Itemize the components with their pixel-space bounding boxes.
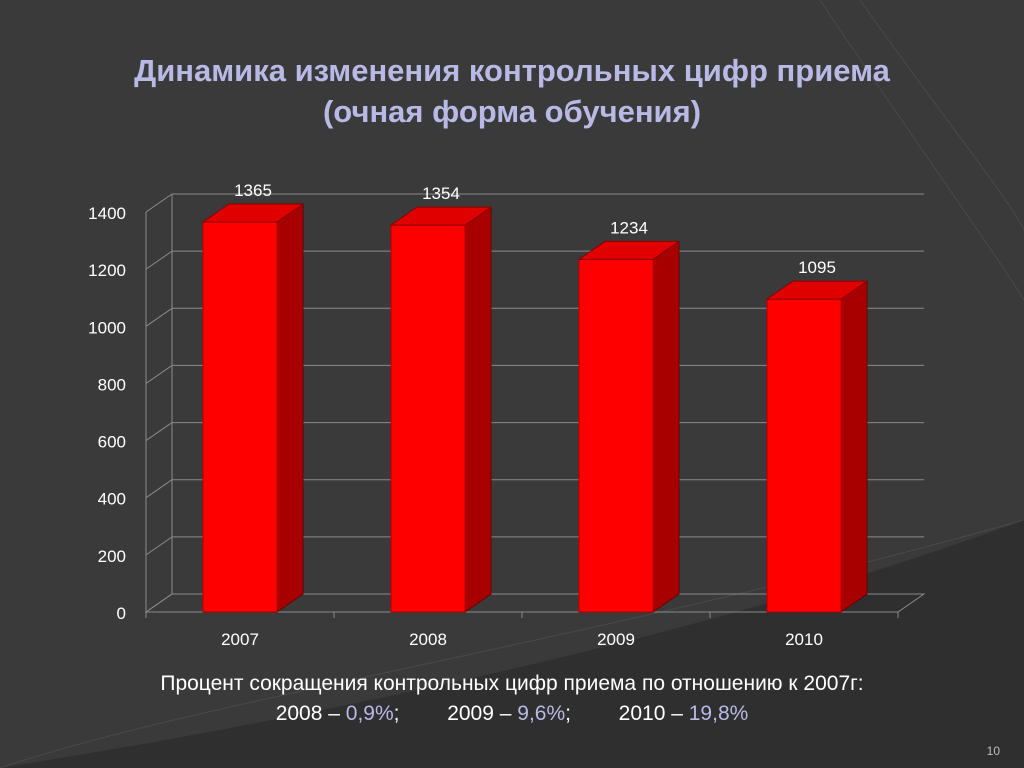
gridline-depth [145,422,173,441]
bar [390,224,466,613]
y-tick-label: 600 [98,433,126,452]
footer-percent-value: 9,6% [517,702,566,725]
bar-side [464,206,492,613]
footer-year-label: 2009 – [447,702,512,725]
gridline-depth [145,250,173,270]
x-tick-label: 2009 [597,630,635,649]
footer-percentages: 2008 – 0,9%; 2009 – 9,6%; 2010 – 19,8% [0,702,1024,726]
slide-subtitle: (очная форма обучения) [322,94,702,129]
y-tick-label: 800 [98,375,126,394]
footer-separator: ; [565,702,571,725]
y-tick-label: 0 [117,604,126,623]
footer-percent-value: 19,8% [688,702,749,725]
gridline-depth [145,365,173,384]
gridline-depth [145,307,173,327]
x-tick-label: 2010 [785,630,823,649]
bar-top [389,206,493,226]
footer-percent-value: 0,9% [345,702,394,725]
footer-item-2010: 2010 – 19,8% [619,702,749,725]
x-tick-label: 2008 [409,630,447,649]
bar-top [577,240,681,260]
data-label: 1365 [234,181,272,200]
footer-item-2009: 2009 – 9,6%; [447,702,577,725]
x-tick-label: 2007 [221,630,259,649]
bar [202,221,278,613]
bar-side [840,280,868,613]
bar-side [276,203,304,613]
bar [578,258,654,613]
bar-top [765,280,869,300]
slide-number: 10 [986,744,1000,758]
y-tick-label: 1400 [88,204,126,223]
footer-separator: ; [393,702,400,725]
bar-side [652,240,680,613]
bar [766,298,842,613]
y-tick-label: 1000 [88,318,126,337]
data-label: 1354 [422,184,460,203]
footer-caption: Процент сокращения контрольных цифр прие… [160,672,864,695]
bar-top [201,203,305,223]
slide-title: Динамика изменения контрольных цифр прие… [134,53,890,88]
data-label: 1234 [610,218,648,237]
footer-year-label: 2010 – [618,702,683,725]
gridline-depth [145,536,173,556]
y-tick-label: 200 [98,547,126,566]
y-tick-label: 400 [98,490,126,509]
data-label: 1095 [798,258,836,277]
y-tick-label: 1200 [88,261,126,280]
gridline-depth [145,193,173,213]
footer-year-label: 2008 – [275,702,340,725]
footer-item-2008: 2008 – 0,9%; [276,702,406,725]
gridline-depth [145,479,173,499]
